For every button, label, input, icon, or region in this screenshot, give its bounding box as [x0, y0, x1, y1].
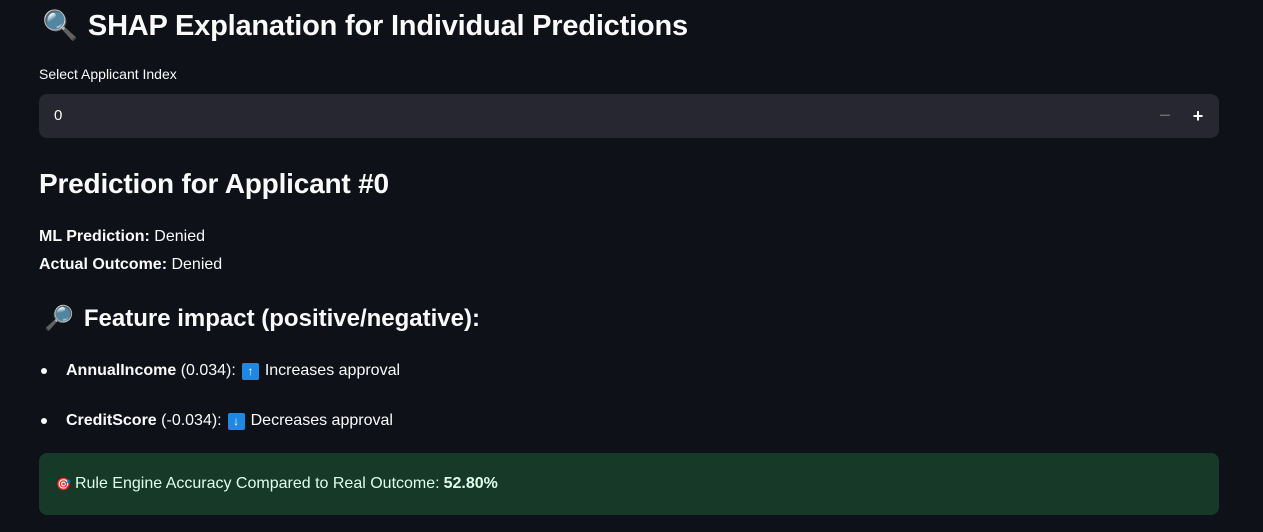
feature-value: (0.034):	[180, 362, 236, 379]
feature-impact-heading: 🔎 Feature impact (positive/negative):	[44, 304, 480, 333]
feature-value: (-0.034):	[161, 412, 222, 429]
target-icon: 🎯	[56, 477, 71, 491]
accuracy-text: Rule Engine Accuracy Compared to Real Ou…	[74, 475, 440, 492]
down-arrow-icon: ↓	[227, 412, 245, 430]
ml-prediction-line: ML Prediction: Denied	[39, 228, 205, 246]
magnifier-icon: 🔍	[42, 10, 78, 42]
accuracy-value: 52.80%	[443, 475, 498, 492]
list-item: AnnualIncome (0.034): ↑ Increases approv…	[39, 362, 400, 380]
list-item: CreditScore (-0.034): ↓ Decreases approv…	[39, 412, 393, 430]
page-title-text: SHAP Explanation for Individual Predicti…	[87, 9, 688, 42]
feature-effect: Increases approval	[264, 362, 401, 379]
applicant-index-input[interactable]: 0 − +	[39, 94, 1219, 138]
accuracy-success-alert: 🎯 Rule Engine Accuracy Compared to Real …	[39, 453, 1219, 515]
prediction-heading: Prediction for Applicant #0	[39, 168, 389, 199]
increment-button[interactable]: +	[1192, 106, 1204, 126]
feature-effect: Decreases approval	[250, 412, 393, 429]
up-arrow-icon: ↑	[241, 362, 259, 380]
actual-outcome-line: Actual Outcome: Denied	[39, 256, 222, 274]
applicant-index-label: Select Applicant Index	[39, 66, 177, 82]
feature-impact-heading-text: Feature impact (positive/negative):	[83, 304, 480, 332]
bullet-icon	[41, 368, 47, 374]
actual-outcome-value: Denied	[171, 256, 223, 273]
feature-name: CreditScore	[66, 412, 157, 429]
actual-outcome-label: Actual Outcome:	[39, 256, 168, 273]
ml-prediction-label: ML Prediction:	[39, 228, 150, 245]
applicant-index-value[interactable]: 0	[54, 107, 63, 124]
decrement-button[interactable]: −	[1159, 105, 1171, 127]
page-title: 🔍 SHAP Explanation for Individual Predic…	[42, 6, 688, 46]
magnifier-right-icon: 🔎	[44, 305, 74, 332]
feature-name: AnnualIncome	[66, 362, 177, 379]
bullet-icon	[41, 418, 47, 424]
ml-prediction-value: Denied	[154, 228, 205, 245]
